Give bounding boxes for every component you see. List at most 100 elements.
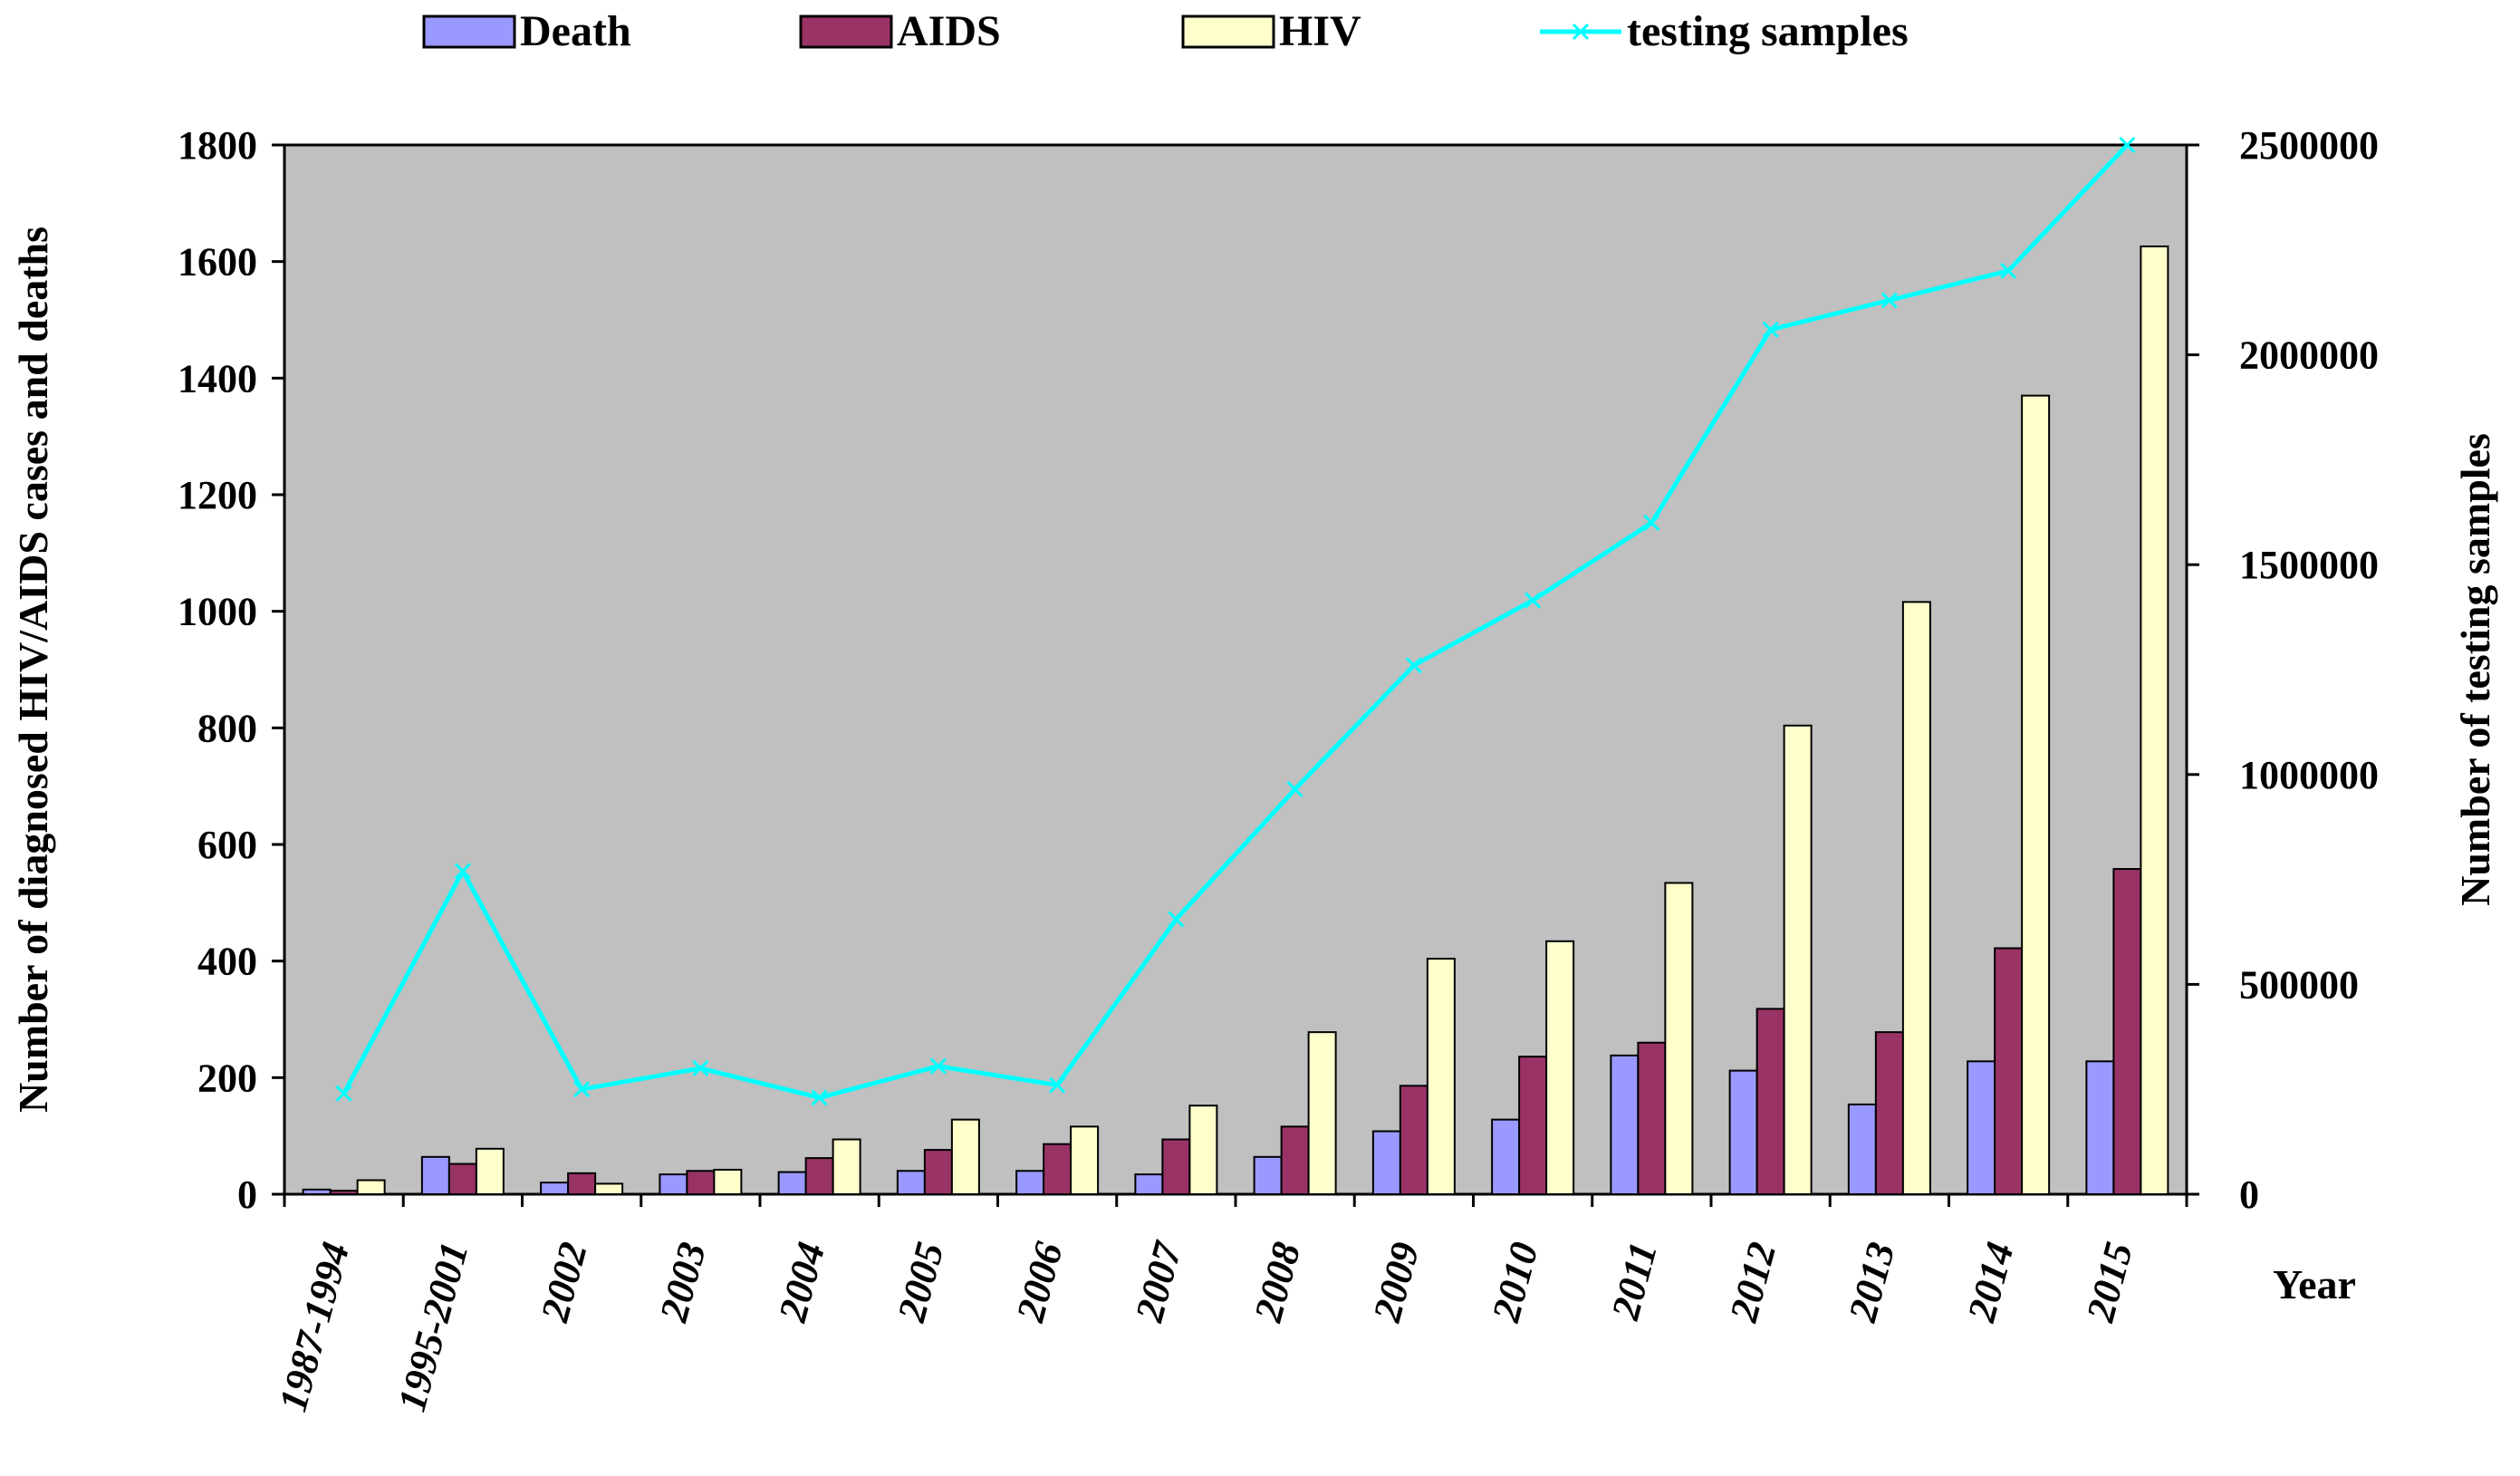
bar-death-2006 [1015, 1170, 1045, 1196]
x-tick-label-2002: 2002 [532, 1238, 595, 1327]
bar-death-2007 [1134, 1173, 1164, 1196]
right-tick-label-0: 0 [2239, 1172, 2259, 1217]
legend: Death AIDS HIV testing samples [422, 7, 1909, 55]
testing-samples-point-2015 [2119, 136, 2136, 154]
bar-aids-2003 [686, 1170, 716, 1196]
bar-death-2011 [1610, 1054, 1640, 1196]
x-tick-label-2012: 2012 [1721, 1238, 1784, 1327]
right-tick-label-500000: 500000 [2239, 962, 2359, 1007]
testing-samples-point-2009 [1405, 657, 1422, 674]
bar-death-2003 [659, 1173, 688, 1196]
left-tick-label-200: 200 [197, 1056, 257, 1100]
bar-hiv-2015 [2140, 245, 2169, 1196]
legend-swatch-aids [799, 14, 893, 49]
bar-aids-2008 [1280, 1125, 1310, 1195]
y2-axis-title: Number of testing samples [2452, 433, 2498, 906]
bar-aids-2009 [1399, 1085, 1428, 1195]
left-tick-label-400: 400 [197, 940, 257, 984]
bar-death-2010 [1491, 1118, 1521, 1195]
right-tick-label-2000000: 2000000 [2239, 333, 2379, 378]
bar-hiv-2009 [1426, 958, 1456, 1196]
left-tick-label-600: 600 [197, 823, 257, 867]
x-axis-title: Year [2273, 1261, 2356, 1307]
testing-samples-polyline [341, 143, 2130, 1100]
y-axis-title: Number of diagnosed HIV/AIDS cases and d… [10, 227, 56, 1113]
bar-hiv-2014 [2021, 394, 2051, 1195]
legend-label-hiv: HIV [1279, 7, 1361, 55]
bar-hiv-2004 [832, 1138, 861, 1195]
bar-hiv-2007 [1188, 1105, 1218, 1196]
right-tick-label-1000000: 1000000 [2239, 753, 2379, 797]
bar-death-2013 [1847, 1103, 1877, 1195]
x-tick-label-2015: 2015 [2078, 1238, 2141, 1327]
bar-hiv-2013 [1901, 601, 1931, 1195]
testing-samples-point-2011 [1643, 514, 1660, 531]
testing-samples-point-1995-2001 [454, 863, 471, 880]
bar-aids-2006 [1043, 1143, 1072, 1196]
bar-death-2014 [1967, 1060, 1996, 1195]
bar-death-2009 [1371, 1130, 1401, 1196]
bar-hiv-2005 [950, 1118, 980, 1195]
bar-death-2005 [896, 1170, 926, 1196]
bars [302, 245, 2169, 1196]
bar-hiv-2010 [1545, 940, 1575, 1195]
bar-hiv-2011 [1664, 882, 1694, 1196]
testing-samples-point-1987-1994 [335, 1085, 352, 1102]
x-tick-label-2004: 2004 [770, 1238, 833, 1327]
testing-samples-point-2002 [573, 1081, 591, 1098]
left-tick-label-1800: 1800 [178, 123, 257, 168]
x-tick-label-2006: 2006 [1007, 1238, 1071, 1327]
bar-hiv-2008 [1307, 1031, 1337, 1195]
bar-death-2012 [1728, 1069, 1758, 1195]
left-axis: 0 200 400 600 800 1000 1200 1400 1600 1800 [178, 123, 284, 1217]
testing-samples-point-2010 [1525, 592, 1542, 609]
legend-swatch-hiv [1181, 14, 1275, 49]
x-tick-label-2009: 2009 [1364, 1238, 1428, 1327]
legend-marker-testing-samples [1572, 23, 1590, 41]
testing-samples-point-2004 [811, 1089, 828, 1106]
bar-hiv-2012 [1783, 724, 1813, 1195]
testing-samples-point-2013 [1880, 292, 1898, 309]
legend-label-testing-samples: testing samples [1627, 7, 1909, 55]
bar-hiv-2003 [713, 1168, 743, 1195]
x-tick-label-1987-1994: 1987-1994 [271, 1238, 359, 1416]
legend-label-aids: AIDS [897, 7, 1001, 55]
testing-samples-point-2007 [1168, 911, 1185, 928]
testing-samples-point-2014 [2000, 262, 2017, 280]
testing-samples-point-2005 [929, 1057, 947, 1075]
bar-hiv-1987-1994 [356, 1179, 386, 1196]
right-tick-label-1500000: 1500000 [2239, 543, 2379, 587]
x-tick-label-1995-2001: 1995-2001 [390, 1238, 477, 1416]
left-tick-label-800: 800 [197, 706, 257, 750]
bar-aids-2014 [1994, 947, 2024, 1195]
bar-aids-2005 [923, 1149, 953, 1196]
bar-death-2008 [1253, 1155, 1283, 1195]
bar-aids-2002 [567, 1172, 597, 1195]
bar-aids-2007 [1161, 1138, 1191, 1195]
x-tick-label-2003: 2003 [651, 1238, 715, 1327]
bar-aids-2011 [1637, 1041, 1667, 1195]
x-axis: 1987-1994 1995-2001 2002 2003 2004 2005 2006 20… [271, 1194, 2188, 1416]
bar-death-2004 [777, 1171, 807, 1196]
bar-aids-2015 [2112, 868, 2142, 1196]
testing-samples-point-2012 [1762, 321, 1779, 338]
bar-death-1995-2001 [420, 1155, 450, 1195]
x-tick-label-2007: 2007 [1127, 1236, 1191, 1327]
testing-samples-point-2006 [1049, 1076, 1066, 1094]
bar-aids-1987-1994 [329, 1190, 359, 1196]
left-tick-label-1400: 1400 [178, 356, 257, 400]
x-tick-label-2014: 2014 [1958, 1238, 2022, 1327]
right-tick-label-2500000: 2500000 [2239, 123, 2379, 168]
x-tick-label-2010: 2010 [1483, 1238, 1546, 1327]
testing-samples-point-2003 [692, 1059, 709, 1077]
bar-aids-2012 [1755, 1008, 1785, 1196]
bar-aids-1995-2001 [447, 1162, 477, 1195]
bar-aids-2013 [1874, 1031, 1904, 1195]
legend-label-death: Death [520, 7, 631, 55]
testing-samples-line [335, 136, 2136, 1106]
x-tick-label-2011: 2011 [1602, 1238, 1666, 1325]
x-tick-label-2008: 2008 [1246, 1238, 1309, 1327]
x-tick-label-2013: 2013 [1840, 1238, 1903, 1327]
bar-death-2002 [540, 1182, 570, 1195]
